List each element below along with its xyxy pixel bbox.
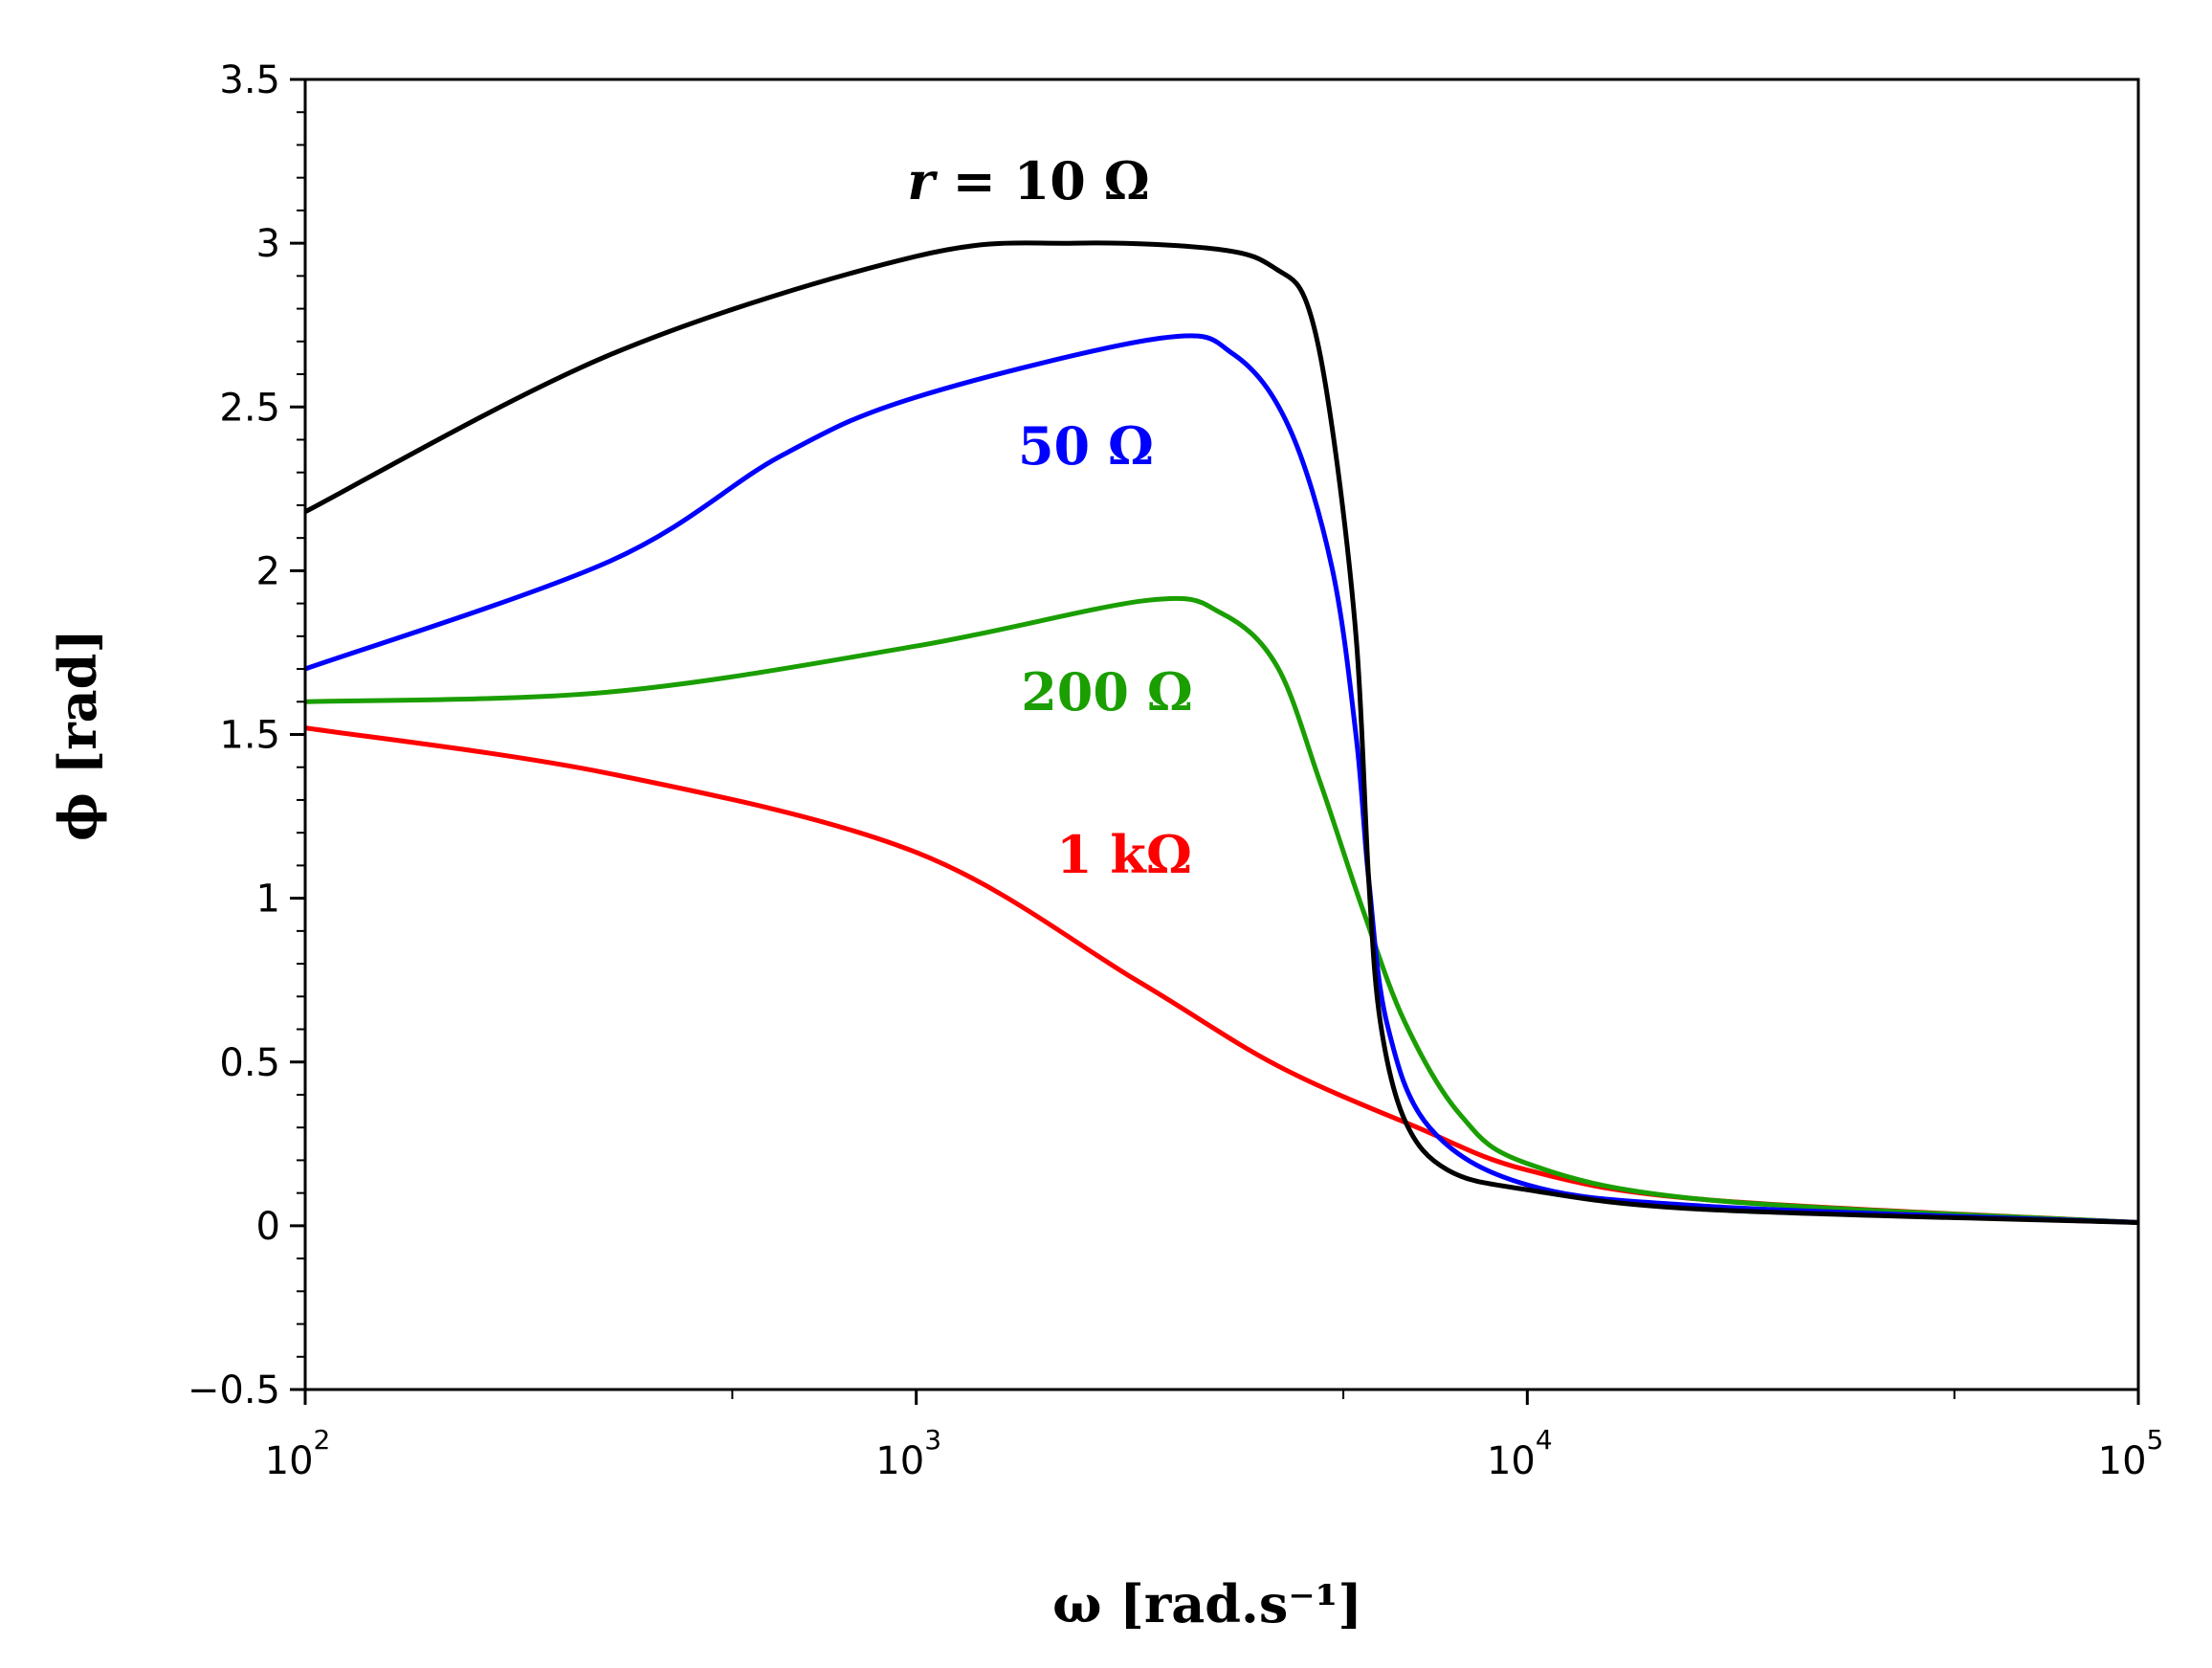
- plot-frame: [303, 78, 2140, 1391]
- ticks: −0.5 0 0.5 1 1.5 2 2.5 3 3.5 102 103 104 105: [188, 58, 2164, 1483]
- y-tick-label: 0.5: [219, 1041, 280, 1085]
- y-tick-label: 1: [256, 878, 280, 922]
- series-line-2: [304, 595, 2139, 1225]
- curve-label-200-ohm: 200 Ω: [1021, 661, 1193, 723]
- y-axis-label: ϕ [rad]: [47, 629, 108, 841]
- y-tick-label: 2.5: [219, 386, 280, 430]
- curve-label-50-ohm: 50 Ω: [1018, 415, 1154, 477]
- curve-label-1k-ohm: 1 kΩ: [1056, 824, 1192, 885]
- curve-label-10-ohm: r = 10 Ω: [907, 150, 1149, 211]
- x-axis-label: ω [rad.s⁻¹]: [1052, 1573, 1362, 1635]
- x-tick-label: 105: [2098, 1424, 2164, 1483]
- x-tick-label: 103: [875, 1424, 941, 1483]
- x-tick-label: 102: [265, 1424, 331, 1483]
- y-tick-label: 2: [256, 549, 280, 593]
- y-tick-label: 0: [256, 1205, 280, 1249]
- x-tick-label: 104: [1487, 1424, 1553, 1483]
- series-line-1: [304, 333, 2139, 1225]
- y-tick-label: −0.5: [188, 1368, 280, 1412]
- y-tick-label: 3.5: [219, 58, 280, 102]
- curves: [303, 240, 2139, 1225]
- series-line-3: [304, 725, 2139, 1225]
- y-tick-label: 3: [256, 222, 280, 266]
- y-tick-label: 1.5: [219, 714, 280, 758]
- series-line-0: [303, 240, 2139, 1225]
